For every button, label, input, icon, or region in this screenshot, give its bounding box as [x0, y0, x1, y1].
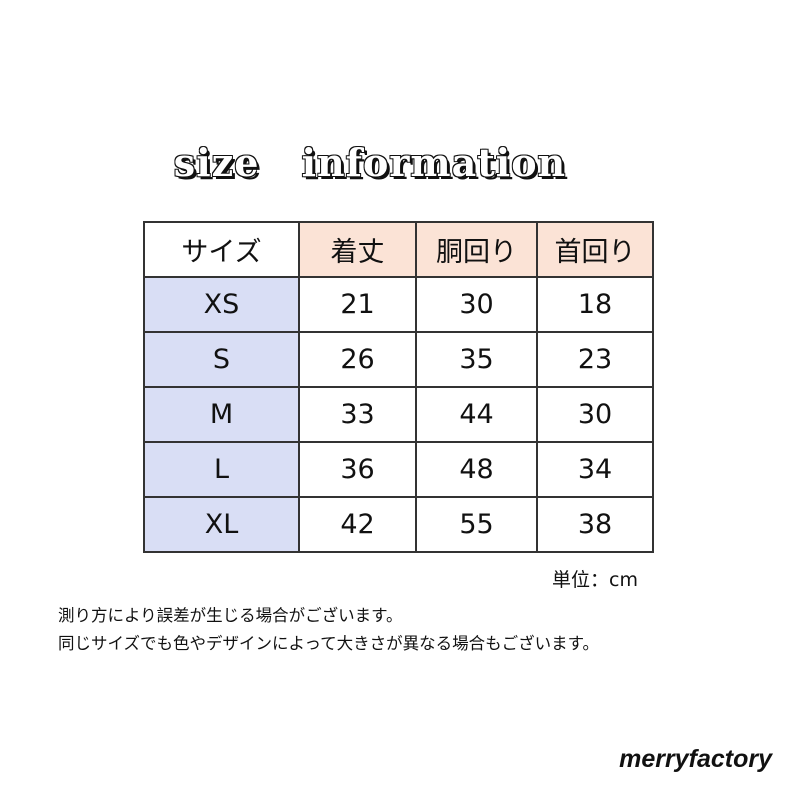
header-length: 着丈 — [298, 221, 417, 278]
waist-cell: 48 — [415, 441, 538, 498]
length-cell: 26 — [298, 331, 417, 388]
neck-cell: 34 — [536, 441, 654, 498]
waist-cell: 55 — [415, 496, 538, 553]
size-table: サイズ 着丈 胴回り 首回り XS 21 30 18 S 26 35 23 M … — [143, 221, 654, 553]
table-row: L 36 48 34 — [143, 441, 654, 498]
unit-label: 単位：cm — [552, 569, 638, 591]
size-cell: XL — [143, 496, 300, 553]
length-cell: 33 — [298, 386, 417, 443]
length-cell: 42 — [298, 496, 417, 553]
waist-cell: 44 — [415, 386, 538, 443]
header-size: サイズ — [143, 221, 300, 278]
waist-cell: 30 — [415, 276, 538, 333]
size-cell: M — [143, 386, 300, 443]
brand-logo: merryfactory — [619, 745, 772, 773]
length-cell: 21 — [298, 276, 417, 333]
length-cell: 36 — [298, 441, 417, 498]
waist-cell: 35 — [415, 331, 538, 388]
neck-cell: 30 — [536, 386, 654, 443]
page-title: size information — [173, 140, 567, 185]
neck-cell: 38 — [536, 496, 654, 553]
size-cell: L — [143, 441, 300, 498]
table-row: M 33 44 30 — [143, 386, 654, 443]
table-row: S 26 35 23 — [143, 331, 654, 388]
size-cell: S — [143, 331, 300, 388]
table-row: XL 42 55 38 — [143, 496, 654, 553]
note-line: 同じサイズでも色やデザインによって大きさが異なる場合もございます。 — [58, 634, 600, 653]
size-cell: XS — [143, 276, 300, 333]
table-header-row: サイズ 着丈 胴回り 首回り — [143, 221, 654, 278]
header-neck: 首回り — [536, 221, 654, 278]
neck-cell: 18 — [536, 276, 654, 333]
header-waist: 胴回り — [415, 221, 538, 278]
note-line: 測り方により誤差が生じる場合がございます。 — [58, 606, 403, 625]
neck-cell: 23 — [536, 331, 654, 388]
table-row: XS 21 30 18 — [143, 276, 654, 333]
